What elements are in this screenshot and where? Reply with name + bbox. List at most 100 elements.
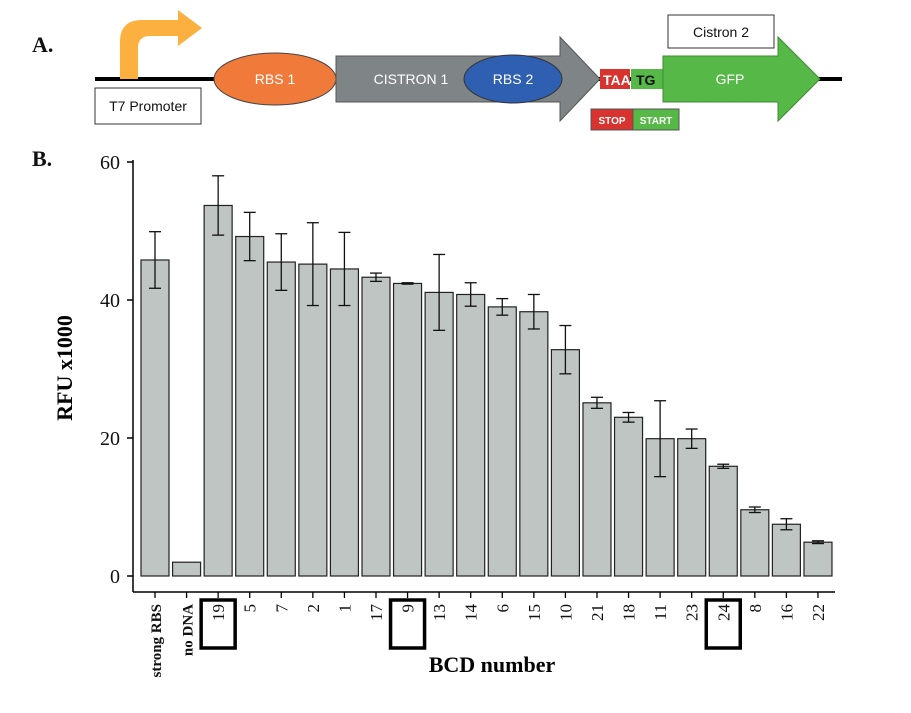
error-bar bbox=[401, 282, 414, 285]
cistron2-label: Cistron 2 bbox=[693, 24, 749, 40]
seq-tg-box bbox=[631, 69, 663, 89]
bar-10 bbox=[550, 349, 581, 577]
bar-18 bbox=[613, 416, 644, 577]
bar-8 bbox=[740, 509, 770, 577]
bar-23 bbox=[677, 438, 707, 577]
bar-24 bbox=[708, 465, 738, 577]
x-tick-label: no DNA bbox=[181, 604, 197, 656]
x-tick-labels: strong RBS no DNA 19 5 7 2 1 17 9 13 14 6 15 10 21 18 11… bbox=[149, 592, 828, 678]
promoter-label-box bbox=[94, 87, 202, 125]
x-tick-label: 2 bbox=[304, 604, 323, 613]
x-tick-label: 23 bbox=[683, 604, 702, 621]
x-tick-label: 14 bbox=[462, 604, 481, 622]
x-tick-label: 6 bbox=[493, 604, 512, 613]
rbs1-label: RBS 1 bbox=[255, 71, 296, 87]
promoter-arrow-icon bbox=[120, 10, 202, 79]
x-tick-label: 17 bbox=[367, 604, 386, 622]
y-ticks: 0 20 40 60 bbox=[100, 152, 133, 588]
bar-2 bbox=[298, 263, 328, 577]
start-box bbox=[632, 108, 680, 131]
error-bars bbox=[149, 175, 824, 545]
error-bar bbox=[369, 272, 382, 283]
highlight-box bbox=[388, 598, 427, 650]
bar-strong-rbs bbox=[140, 259, 170, 577]
cistron1-label: CISTRON 1 bbox=[374, 71, 449, 87]
x-tick-label: 24 bbox=[714, 604, 733, 622]
seq-tg-label: TG bbox=[636, 72, 656, 88]
panel-b: B. RFU x1000 BCD number 0 20 40 60 strong R… bbox=[32, 146, 835, 678]
bar-no-dna bbox=[171, 561, 202, 577]
bar-7 bbox=[266, 261, 296, 577]
x-tick-label: 18 bbox=[620, 604, 639, 621]
bar-16 bbox=[771, 523, 802, 577]
x-tick-label: 21 bbox=[588, 604, 607, 621]
y-axis-title: RFU x1000 bbox=[52, 315, 77, 421]
x-tick-label: 7 bbox=[272, 604, 291, 613]
bar-5 bbox=[235, 235, 265, 577]
error-bar bbox=[338, 231, 351, 307]
error-bar bbox=[275, 233, 288, 291]
x-tick-label: 16 bbox=[777, 604, 796, 621]
bar-1 bbox=[329, 268, 360, 577]
error-bar bbox=[149, 231, 161, 289]
error-bar bbox=[748, 506, 761, 514]
bar-19 bbox=[203, 204, 233, 577]
bar-9 bbox=[392, 282, 423, 577]
x-tick-label: 10 bbox=[556, 604, 575, 621]
error-bar bbox=[212, 175, 225, 236]
promoter-label: T7 Promoter bbox=[109, 98, 187, 114]
seq-taa-label: TAA bbox=[603, 72, 631, 88]
error-bar bbox=[780, 518, 793, 531]
bar-21 bbox=[582, 402, 612, 577]
error-bar bbox=[496, 297, 509, 316]
y-tick-label: 40 bbox=[100, 290, 120, 312]
x-tick-label: 15 bbox=[525, 604, 544, 621]
x-tick-label: 5 bbox=[241, 604, 260, 613]
bar-22 bbox=[803, 541, 833, 577]
error-bar bbox=[464, 282, 477, 307]
panel-a-letter: A. bbox=[32, 32, 53, 57]
x-tick-label: 1 bbox=[335, 604, 354, 613]
highlight-box bbox=[199, 598, 237, 650]
stop-label: STOP bbox=[598, 116, 625, 127]
x-tick-label: strong RBS bbox=[149, 604, 165, 678]
bar-6 bbox=[487, 306, 517, 577]
y-tick-label: 20 bbox=[100, 428, 120, 450]
cistron2-label-box bbox=[667, 14, 775, 49]
x-tick-label: 19 bbox=[209, 604, 228, 621]
gfp-label: GFP bbox=[716, 71, 745, 87]
gfp-arrow bbox=[662, 35, 821, 123]
x-tick-label: 8 bbox=[746, 604, 765, 613]
error-bar bbox=[717, 463, 730, 470]
x-tick-label: 9 bbox=[399, 604, 418, 613]
bar-14 bbox=[456, 293, 486, 577]
x-tick-label: 11 bbox=[651, 604, 670, 620]
rbs2-shape bbox=[463, 54, 563, 104]
error-bar bbox=[433, 253, 446, 332]
error-bar bbox=[306, 222, 319, 307]
highlight-box bbox=[704, 598, 743, 650]
error-bar bbox=[590, 396, 603, 409]
x-tick-label: 22 bbox=[809, 604, 828, 621]
x-axis-title: BCD number bbox=[429, 652, 556, 677]
y-tick-label: 0 bbox=[110, 566, 120, 588]
error-bar bbox=[811, 540, 824, 545]
rbs2-label: RBS 2 bbox=[493, 71, 534, 87]
error-bar bbox=[243, 211, 256, 262]
error-bar bbox=[622, 411, 635, 423]
error-bar bbox=[654, 400, 667, 478]
seq-taa-box bbox=[600, 69, 630, 89]
error-bar bbox=[559, 324, 572, 375]
panel-a: A. T7 Promoter RBS 1 CISTRON 1 RBS 2 TAA… bbox=[32, 10, 842, 131]
bar-13 bbox=[424, 291, 454, 577]
bars bbox=[140, 204, 833, 577]
error-bar bbox=[527, 293, 540, 330]
bar-15 bbox=[519, 311, 549, 577]
error-bar bbox=[685, 428, 698, 450]
y-tick-label: 60 bbox=[100, 152, 120, 174]
bar-17 bbox=[361, 276, 391, 577]
x-tick-label: 13 bbox=[430, 604, 449, 621]
panel-b-letter: B. bbox=[32, 146, 52, 171]
start-label: START bbox=[640, 116, 673, 127]
